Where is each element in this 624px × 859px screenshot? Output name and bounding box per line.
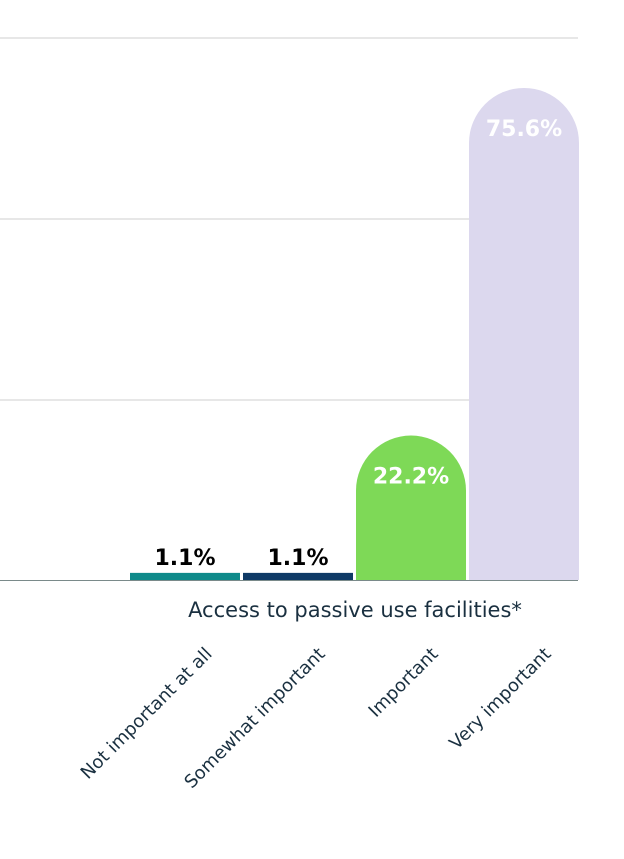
bar-not-important-at-all [130, 572, 240, 580]
value-label-not-important-at-all: 1.1% [154, 546, 215, 571]
value-label-somewhat-important: 1.1% [267, 546, 328, 571]
category-label-important: Important [365, 644, 443, 722]
category-label-very-important: Very important [445, 644, 555, 754]
group-label: Access to passive use facilities* [188, 598, 522, 622]
value-label-important: 22.2% [373, 465, 449, 490]
bar-somewhat-important [243, 572, 353, 580]
value-label-very-important: 75.6% [486, 117, 562, 142]
value-labels: 1.1% 1.1% 22.2% 75.6% [154, 117, 562, 571]
bar-important [356, 435, 466, 580]
bars [130, 88, 579, 580]
bar-very-important [469, 88, 579, 580]
